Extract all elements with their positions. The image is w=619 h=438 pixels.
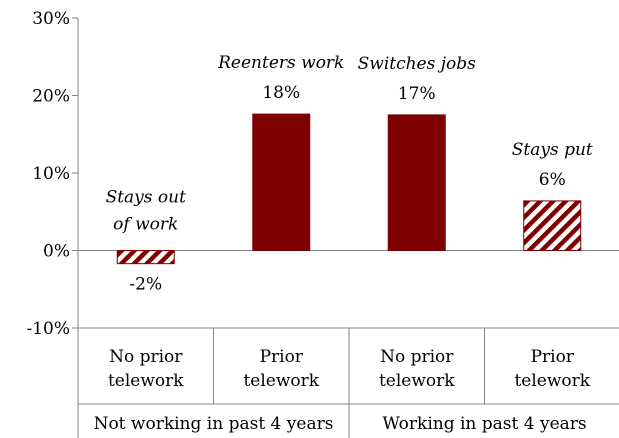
bar-4 [523,200,582,251]
category-label: telework [108,371,184,391]
chart-axes: 30% 20% 10% 0% -10% No prior telework Prior tele… [26,9,619,438]
category-label: No prior [109,347,183,367]
data-label: 18% [262,83,300,103]
data-label: 17% [398,84,436,104]
data-label: -2% [129,275,162,295]
y-tick-label: 30% [32,9,70,29]
y-tick-label: 10% [32,164,70,184]
category-label: telework [243,371,319,391]
annotation-label: Stays put [512,140,593,160]
category-label: Prior [260,347,304,367]
category-label: No prior [380,347,454,367]
category-label: Prior [531,347,575,367]
y-tick-label: 0% [43,242,70,262]
annotation-label: Switches jobs [358,54,477,74]
annotation-label: Stays out [106,188,187,208]
chart-bars [116,113,582,265]
chart-labels: -2% Stays out of work 18% Reenters work 17% Sw… [106,53,593,295]
data-label: 6% [539,170,566,190]
bar-1 [116,250,175,265]
group-label: Not working in past 4 years [94,414,334,434]
annotation-label: Reenters work [217,53,344,73]
y-tick-label: 20% [32,87,70,107]
y-tick-label: -10% [26,319,70,339]
category-label: telework [514,371,590,391]
bar-2 [252,113,311,251]
bar-3 [387,114,446,251]
group-label: Working in past 4 years [382,414,586,434]
category-label: telework [379,371,455,391]
annotation-label: of work [113,215,178,235]
